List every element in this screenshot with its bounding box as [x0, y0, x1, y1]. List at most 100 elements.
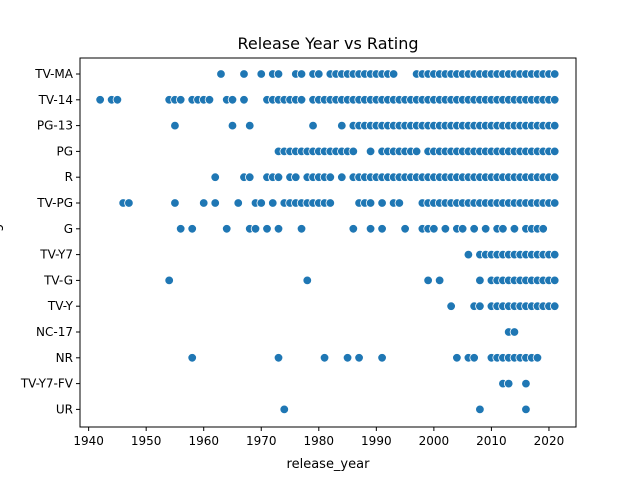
data-point [296, 95, 307, 105]
data-point [210, 172, 220, 182]
data-point [365, 198, 376, 208]
data-point [411, 146, 422, 157]
data-point [227, 95, 238, 105]
x-tick-label: 2020 [534, 434, 565, 448]
data-point [550, 69, 560, 79]
y-tick-label: PG [56, 144, 73, 158]
plot-frame [79, 57, 577, 428]
data-point [348, 224, 359, 234]
data-point [233, 198, 243, 208]
y-tick-label: TV-G [43, 273, 73, 287]
data-point [469, 224, 479, 234]
data-point [509, 224, 520, 234]
x-tick-label: 1980 [304, 434, 335, 448]
data-point [273, 353, 284, 363]
data-point [452, 353, 462, 363]
data-point [199, 198, 209, 208]
data-point [296, 224, 307, 234]
data-point [296, 69, 307, 79]
data-point [429, 224, 439, 234]
data-point [124, 198, 134, 208]
y-tick-label: TV-Y [47, 299, 74, 313]
data-point [256, 198, 266, 208]
data-point [245, 172, 255, 182]
y-tick-label: R [65, 170, 73, 184]
data-point [314, 69, 324, 79]
data-point [457, 224, 468, 234]
data-point [319, 353, 330, 363]
y-tick-label: TV-Y7 [39, 248, 73, 262]
data-point [187, 224, 197, 234]
data-point [550, 198, 560, 208]
data-point [302, 275, 312, 286]
data-point [354, 353, 364, 363]
data-point [550, 95, 560, 105]
data-point [204, 95, 215, 105]
data-point [175, 95, 186, 105]
data-point [95, 95, 105, 105]
data-point [325, 172, 336, 182]
data-point [239, 95, 249, 105]
data-point [365, 146, 376, 157]
y-tick-label: TV-MA [34, 67, 74, 81]
data-point [388, 69, 399, 79]
data-point [550, 301, 560, 311]
data-point [532, 353, 543, 363]
data-point [503, 378, 514, 389]
y-tick-label: PG-13 [37, 119, 73, 133]
data-point [550, 172, 560, 182]
data-point [475, 301, 485, 311]
data-point [227, 120, 238, 131]
x-tick-label: 2010 [476, 434, 507, 448]
data-point [521, 378, 531, 389]
data-point [400, 224, 410, 234]
data-point [365, 224, 376, 234]
data-point [112, 95, 123, 105]
x-axis-label: release_year [287, 457, 371, 472]
data-point [509, 327, 520, 337]
y-axis-label: rating [0, 224, 4, 263]
y-tick-label: NC-17 [36, 325, 73, 339]
data-point [210, 198, 220, 208]
y-tick-label: TV-14 [38, 93, 73, 107]
data-point [273, 69, 284, 79]
data-point [256, 69, 266, 79]
data-point [348, 146, 359, 157]
data-point [475, 275, 485, 286]
points-layer [95, 69, 560, 415]
x-tick-label: 1970 [246, 434, 277, 448]
data-point [377, 224, 387, 234]
y-tick-label: UR [56, 402, 73, 416]
data-point [250, 224, 261, 234]
data-point [187, 353, 197, 363]
data-point [342, 353, 353, 363]
data-point [170, 120, 180, 131]
data-point [550, 120, 560, 131]
y-tick-label: G [64, 222, 73, 236]
data-point [291, 172, 301, 182]
data-point [377, 198, 387, 208]
data-point [550, 275, 560, 286]
data-point [337, 120, 347, 131]
data-point [538, 224, 548, 234]
data-point [273, 224, 284, 234]
y-axis-ticks: TV-MA TV-14 PG-13 PG R TV-PG G TV-Y7 TV-G TV-Y NC-… [20, 67, 80, 416]
data-point [446, 301, 456, 311]
data-point [463, 249, 474, 260]
data-point [550, 146, 560, 157]
data-point [170, 198, 180, 208]
data-point [423, 275, 433, 286]
data-point [521, 404, 531, 415]
x-tick-label: 1990 [361, 434, 392, 448]
data-point [337, 172, 347, 182]
data-point [239, 69, 249, 79]
data-point [394, 198, 405, 208]
data-point [469, 353, 479, 363]
data-point [550, 249, 560, 260]
data-point [325, 198, 336, 208]
data-point [475, 404, 485, 415]
data-point [273, 172, 284, 182]
data-point [268, 198, 278, 208]
x-tick-label: 1960 [188, 434, 219, 448]
